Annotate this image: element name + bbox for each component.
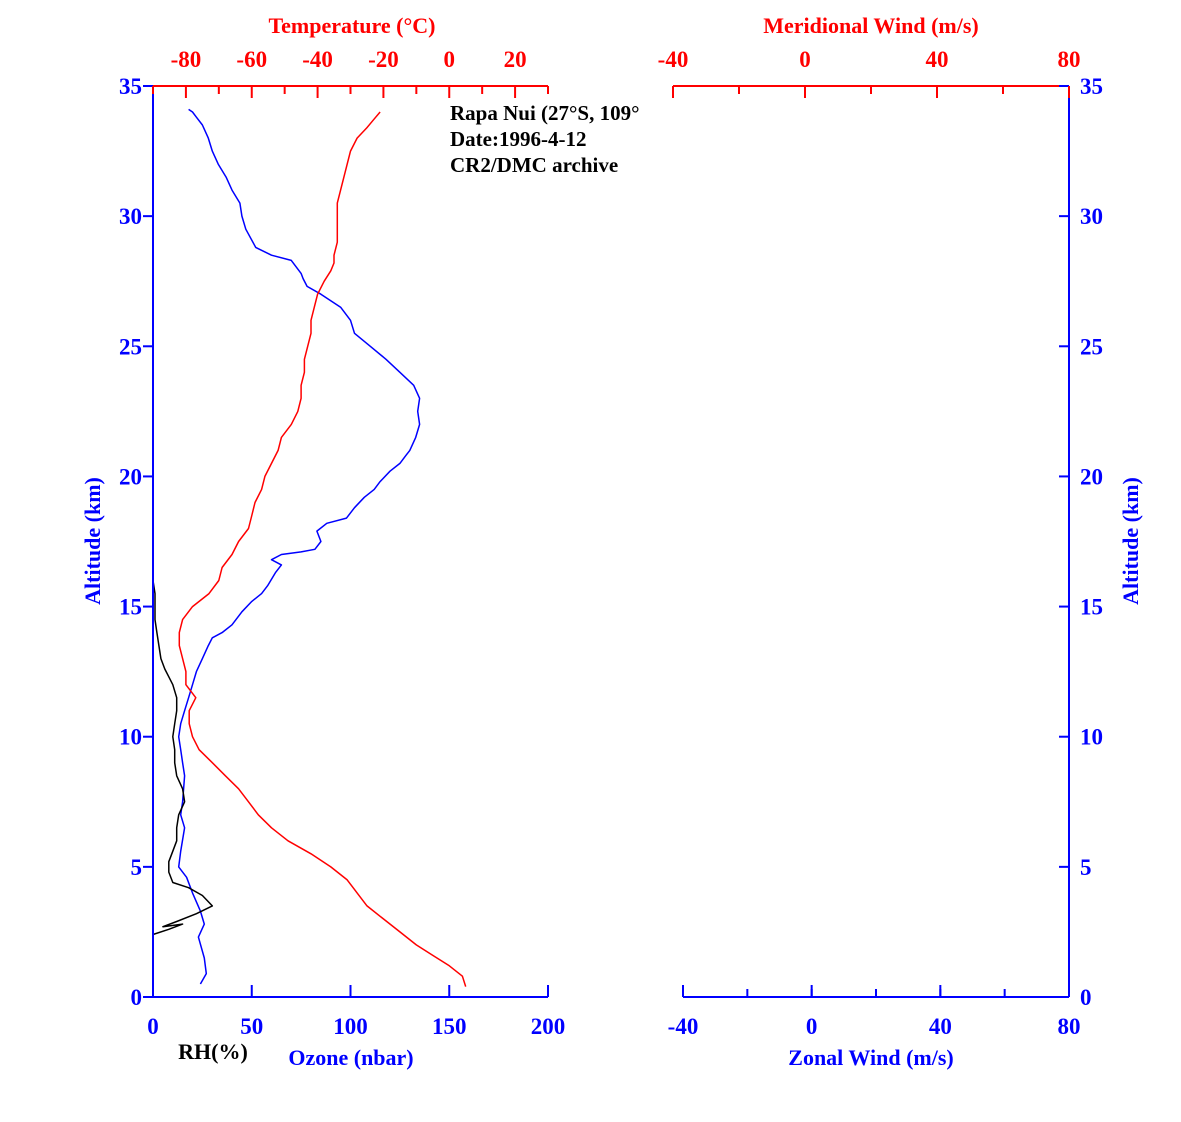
ozone-ticks: 0 50 100 150 200 [147, 985, 565, 1039]
temperature-tick-label: -40 [302, 47, 333, 72]
temperature-tick-label: -80 [171, 47, 202, 72]
altitude-tick-label: 35 [1080, 74, 1103, 99]
zonal-wind-ticks: -40 0 40 80 [668, 985, 1081, 1039]
rh-series [152, 580, 214, 995]
altitude-tick-label: 25 [1080, 334, 1103, 359]
zonal-wind-tick-label: 40 [929, 1014, 952, 1039]
temperature-series [178, 111, 467, 987]
altitude-tick-label: 25 [119, 334, 142, 359]
ozone-profile-line [177, 108, 421, 985]
altitude-tick-label: 35 [119, 74, 142, 99]
station-annotation: Rapa Nui (27°S, 109° [450, 101, 640, 125]
right-altitude-ticks: 0 5 10 15 20 25 30 35 [1059, 74, 1103, 1010]
altitude-tick-label: 15 [1080, 595, 1103, 620]
ozone-axis-label: Ozone (nbar) [288, 1045, 413, 1070]
ozone-tick-label: 200 [531, 1014, 566, 1039]
meridional-wind-tick-label: 0 [799, 47, 811, 72]
altitude-tick-label: 0 [1080, 985, 1092, 1010]
rh-axis-label: RH(%) [178, 1039, 248, 1064]
ozone-series [177, 108, 421, 985]
zonal-wind-tick-label: 80 [1058, 1014, 1081, 1039]
temperature-tick-label: -60 [236, 47, 267, 72]
ozone-tick-label: 150 [432, 1014, 467, 1039]
altitude-tick-label: 10 [1080, 725, 1103, 750]
date-annotation: Date:1996-4-12 [450, 127, 586, 151]
zonal-wind-tick-label: -40 [668, 1014, 699, 1039]
ozone-tick-label: 0 [147, 1014, 159, 1039]
temperature-tick-label: 20 [504, 47, 527, 72]
altitude-tick-label: 15 [119, 595, 142, 620]
altitude-tick-label: 10 [119, 725, 142, 750]
temperature-ticks: -80 -60 -40 -20 0 20 [152, 47, 549, 98]
archive-annotation: CR2/DMC archive [450, 153, 618, 177]
right-panel: 0 5 10 15 20 25 30 35 -40 0 40 80 -40 0 40 80 Altitud… [658, 13, 1143, 1070]
temperature-tick-label: -20 [368, 47, 399, 72]
temperature-axis-label: Temperature (°C) [268, 13, 435, 38]
zonal-wind-axis-label: Zonal Wind (m/s) [788, 1045, 953, 1070]
meridional-wind-tick-label: 40 [926, 47, 949, 72]
ozone-tick-label: 100 [333, 1014, 368, 1039]
altitude-tick-label: 20 [119, 464, 142, 489]
meridional-wind-ticks: -40 0 40 80 [658, 47, 1081, 98]
left-altitude-label: Altitude (km) [80, 477, 105, 605]
right-altitude-label: Altitude (km) [1118, 477, 1143, 605]
ozone-tick-label: 50 [240, 1014, 263, 1039]
zonal-wind-tick-label: 0 [806, 1014, 818, 1039]
meridional-wind-tick-label: -40 [658, 47, 689, 72]
left-altitude-ticks: 0 5 10 15 20 25 30 35 [119, 74, 153, 1010]
temperature-profile-line [178, 111, 467, 987]
altitude-tick-label: 30 [119, 204, 142, 229]
altitude-tick-label: 5 [131, 855, 143, 880]
rh-profile-line [152, 580, 214, 995]
altitude-tick-label: 30 [1080, 204, 1103, 229]
meridional-wind-axis-label: Meridional Wind (m/s) [763, 13, 979, 38]
altitude-tick-label: 0 [131, 985, 143, 1010]
temperature-tick-label: 0 [444, 47, 456, 72]
meridional-wind-tick-label: 80 [1058, 47, 1081, 72]
altitude-tick-label: 5 [1080, 855, 1092, 880]
altitude-tick-label: 20 [1080, 464, 1103, 489]
